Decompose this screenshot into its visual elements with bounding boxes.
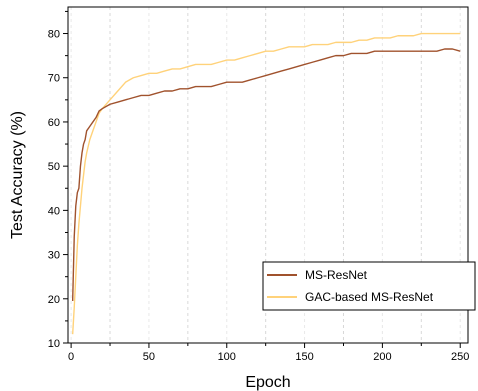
y-tick-label: 40: [48, 205, 60, 217]
x-tick-label: 150: [295, 351, 313, 363]
x-tick-label: 100: [218, 351, 236, 363]
y-tick-label: 70: [48, 73, 60, 85]
y-tick-label: 20: [48, 294, 60, 306]
legend-label-ms-resnet: MS-ResNet: [305, 268, 368, 282]
y-tick-label: 80: [48, 29, 60, 41]
y-tick-label: 30: [48, 250, 60, 262]
legend: MS-ResNet GAC-based MS-ResNet: [263, 262, 475, 310]
x-tick-label: 250: [451, 351, 469, 363]
legend-label-gac-ms-resnet: GAC-based MS-ResNet: [305, 290, 434, 304]
x-axis-ticks: 0 50 100 150 200 250: [68, 343, 469, 363]
y-tick-label: 50: [48, 161, 60, 173]
x-tick-label: 200: [373, 351, 391, 363]
y-axis-label: Test Accuracy (%): [9, 111, 26, 239]
y-axis-ticks: 10 20 30 40 50 60 70 80: [48, 11, 68, 350]
x-tick-label: 0: [68, 351, 74, 363]
x-axis-label: Epoch: [245, 374, 290, 391]
y-tick-label: 60: [48, 117, 60, 129]
x-tick-label: 50: [143, 351, 155, 363]
y-tick-label: 10: [48, 338, 60, 350]
